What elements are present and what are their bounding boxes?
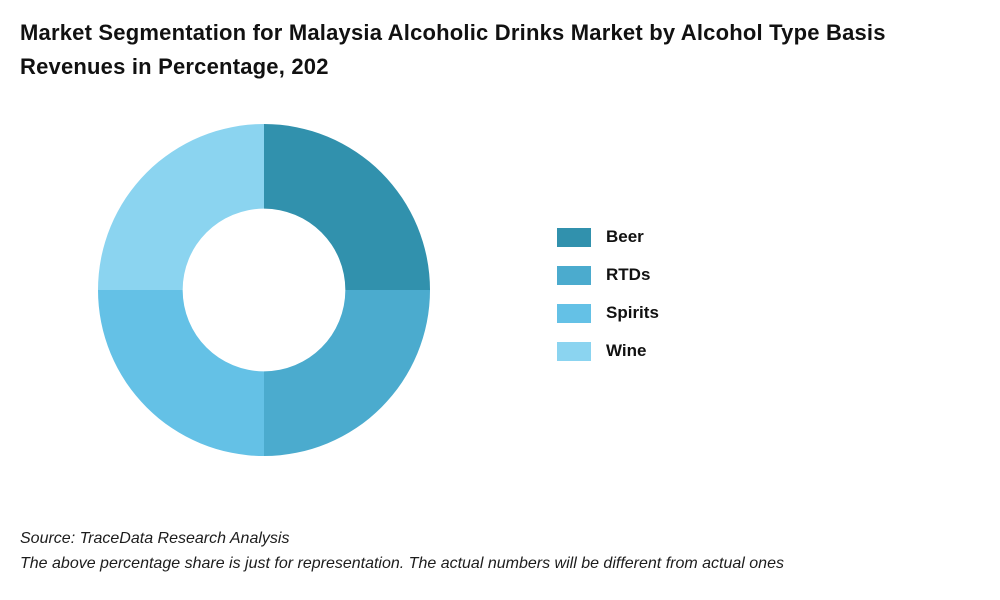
legend-label-rtds: RTDs (606, 265, 651, 284)
legend-item-rtds: RTDs (557, 264, 659, 286)
donut-slice-beer (264, 124, 430, 290)
chart-legend: Beer RTDs Spirits Wine (557, 226, 659, 378)
legend-item-beer: Beer (557, 226, 659, 248)
donut-slice-rtds (264, 290, 430, 456)
legend-swatch-beer (557, 227, 591, 247)
chart-title-line-1: Market Segmentation for Malaysia Alcohol… (20, 20, 886, 45)
legend-item-spirits: Spirits (557, 302, 659, 324)
donut-chart (94, 120, 434, 460)
chart-title: Market Segmentation for Malaysia Alcohol… (20, 16, 990, 84)
legend-swatch-spirits (557, 303, 591, 323)
disclaimer-note: The above percentage share is just for r… (20, 555, 784, 572)
legend-label-beer: Beer (606, 227, 644, 246)
legend-swatch-wine (557, 341, 591, 361)
legend-item-wine: Wine (557, 340, 659, 362)
donut-chart-svg (98, 124, 430, 456)
legend-swatch-rtds (557, 265, 591, 285)
chart-title-line-2: Revenues in Percentage, 202 (20, 54, 329, 79)
chart-footer: Source: TraceData Research Analysis The … (20, 526, 980, 576)
donut-slice-wine (98, 124, 264, 290)
source-note: Source: TraceData Research Analysis (20, 530, 290, 547)
donut-slice-spirits (98, 290, 264, 456)
legend-label-wine: Wine (606, 341, 647, 360)
legend-label-spirits: Spirits (606, 303, 659, 322)
